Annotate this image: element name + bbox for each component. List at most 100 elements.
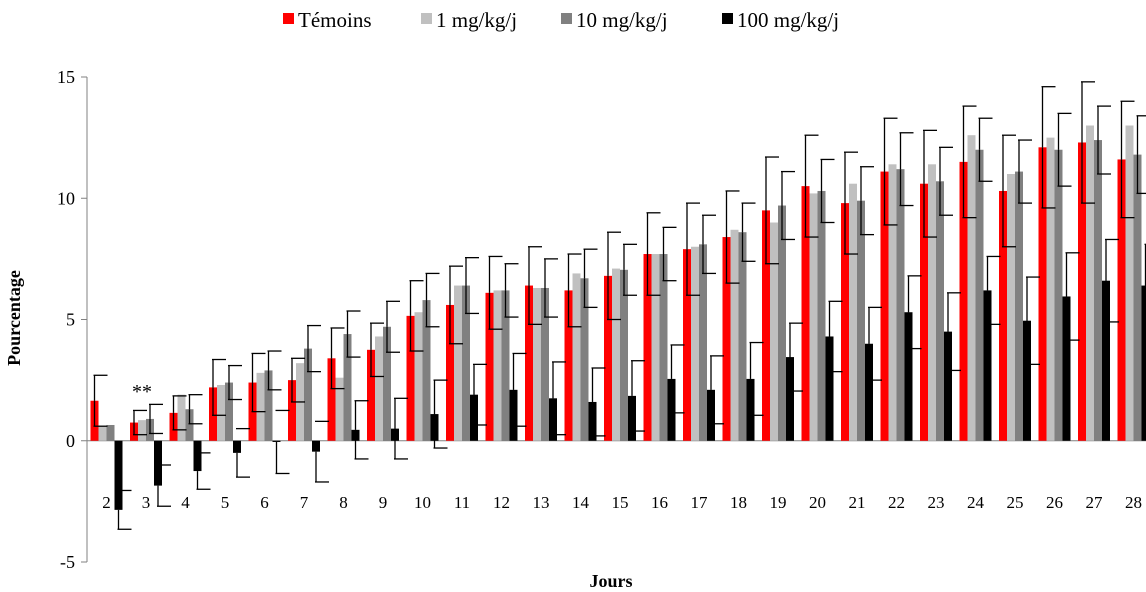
x-tick-label: 15 — [612, 493, 629, 512]
bar — [1062, 296, 1071, 441]
legend-label: 10 mg/kg/j — [576, 8, 668, 32]
y-tick-label: -5 — [60, 552, 75, 572]
bar — [304, 348, 312, 441]
bar — [849, 183, 857, 441]
bar — [193, 440, 202, 472]
legend-label: 100 mg/kg/j — [737, 8, 839, 32]
x-tick-label: 11 — [454, 493, 470, 512]
bar — [1094, 140, 1102, 441]
bar — [501, 290, 510, 441]
bar — [114, 440, 123, 510]
bar — [762, 210, 770, 441]
bar — [446, 304, 454, 441]
x-tick-label: 22 — [888, 493, 905, 512]
x-tick-label: 8 — [339, 493, 348, 512]
x-tick-label: 14 — [572, 493, 590, 512]
bar — [580, 278, 589, 441]
bar — [699, 244, 707, 441]
bar — [1078, 142, 1086, 441]
bar — [999, 190, 1007, 441]
bar — [493, 290, 502, 441]
bar — [106, 424, 115, 441]
bar — [1141, 285, 1146, 441]
x-tick-label: 26 — [1046, 493, 1063, 512]
bar — [738, 232, 747, 441]
bar — [659, 254, 668, 441]
bar — [525, 285, 533, 441]
bar — [1102, 280, 1110, 441]
legend-swatch — [561, 13, 572, 24]
x-tick-label: 18 — [730, 493, 747, 512]
bar — [454, 285, 462, 441]
bar — [1086, 125, 1094, 441]
x-tick-label: 24 — [967, 493, 985, 512]
bar — [1125, 125, 1134, 441]
bar — [817, 190, 826, 441]
bar — [98, 426, 107, 441]
bar — [896, 169, 905, 441]
bar — [683, 249, 691, 441]
bar — [272, 440, 281, 442]
x-tick-label: 6 — [260, 493, 269, 512]
bar — [414, 312, 423, 441]
x-tick-label: 20 — [809, 493, 826, 512]
legend-swatch — [722, 13, 733, 24]
y-tick-label: 5 — [66, 310, 75, 330]
bar — [944, 331, 952, 441]
x-axis-title: Jours — [589, 571, 632, 591]
bar — [880, 171, 889, 441]
bar — [343, 334, 352, 441]
bar — [1015, 171, 1023, 441]
bar — [485, 292, 494, 441]
y-axis-title: Pourcentage — [4, 270, 24, 366]
bar — [865, 343, 873, 441]
bar — [651, 254, 660, 441]
bar — [1046, 137, 1055, 441]
significance-annotation: ** — [132, 381, 152, 403]
x-tick-label: 12 — [493, 493, 510, 512]
bar — [730, 229, 739, 441]
bar — [327, 358, 336, 441]
bar — [138, 420, 146, 441]
bar — [643, 254, 652, 441]
bar — [920, 183, 928, 441]
x-tick-label: 13 — [533, 493, 550, 512]
x-tick-label: 19 — [770, 493, 787, 512]
x-tick-label: 28 — [1125, 493, 1142, 512]
bar — [604, 275, 612, 441]
annotations: ** — [132, 381, 152, 403]
bar — [312, 440, 320, 452]
bar — [422, 300, 431, 441]
bar — [533, 287, 541, 441]
x-tick-label: 9 — [379, 493, 388, 512]
bar — [857, 200, 865, 441]
bar — [225, 382, 233, 441]
bar — [185, 409, 194, 441]
bar — [967, 135, 976, 441]
bar — [256, 372, 265, 441]
legend-swatch — [283, 13, 294, 24]
bar — [406, 315, 415, 441]
bar — [217, 384, 225, 441]
bar — [541, 287, 549, 441]
x-tick-label: 16 — [651, 493, 668, 512]
x-tick-label: 27 — [1086, 493, 1104, 512]
bar — [778, 205, 786, 441]
y-tick-label: 10 — [57, 188, 75, 208]
bar — [825, 336, 834, 441]
y-tick-label: 15 — [57, 67, 75, 87]
bar — [975, 149, 984, 441]
x-tick-label: 23 — [928, 493, 945, 512]
bar — [959, 161, 968, 441]
bar — [1133, 154, 1142, 441]
bar — [288, 380, 296, 441]
legend-swatch — [421, 13, 432, 24]
bar — [904, 312, 913, 441]
bar — [367, 349, 375, 441]
bar — [1054, 149, 1063, 441]
bar — [1117, 159, 1126, 441]
bar — [801, 186, 810, 441]
x-tick-label: 10 — [414, 493, 431, 512]
